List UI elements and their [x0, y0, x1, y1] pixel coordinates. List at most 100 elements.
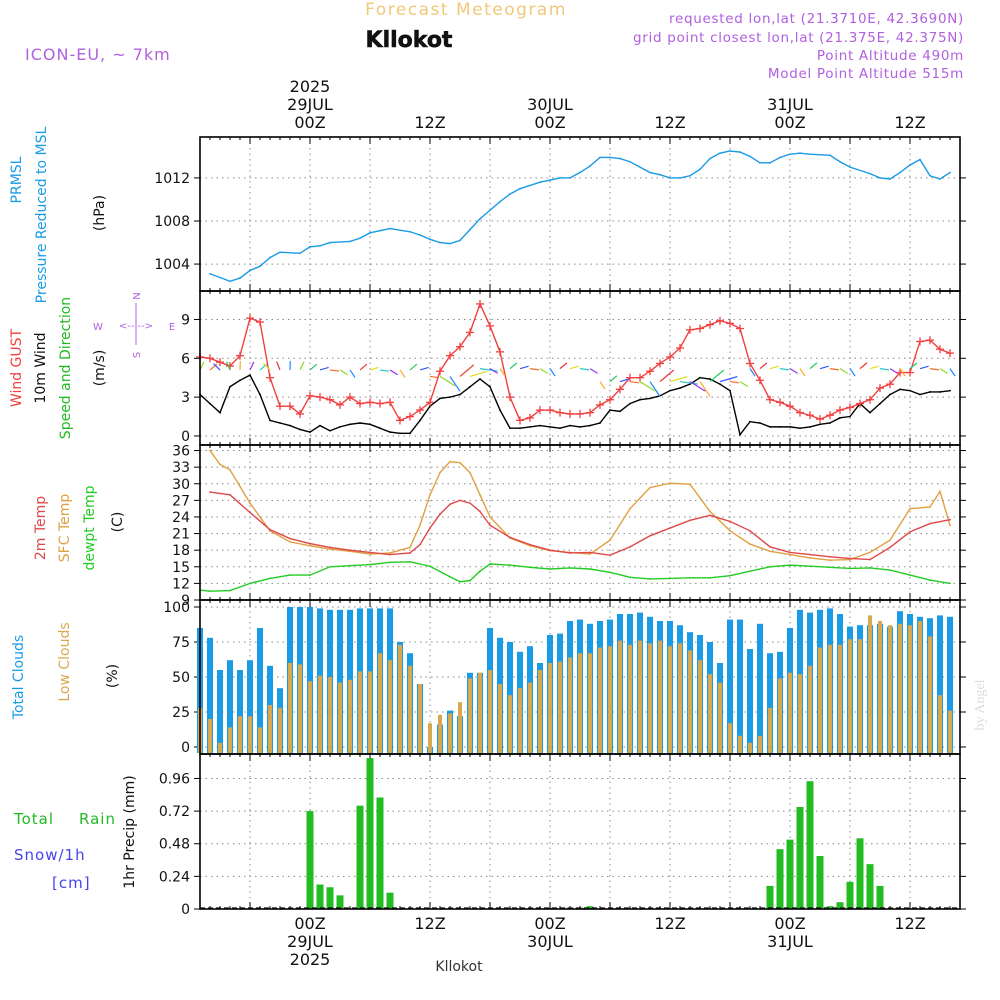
prmsl-line-point — [209, 273, 211, 275]
sfc-temp-line-point — [669, 482, 671, 484]
temp2m-line-point — [789, 551, 791, 553]
prmsl-line-point — [249, 270, 251, 272]
dewpt-line-point — [289, 574, 291, 576]
wind-arrow — [890, 369, 898, 374]
wind-speed-line-point — [589, 425, 591, 427]
prmsl-line-point — [349, 241, 351, 243]
temp2m-line-point — [489, 524, 491, 526]
prmsl-line-point — [779, 157, 781, 159]
low-cloud-bar — [218, 743, 222, 753]
prmsl-line-point — [539, 181, 541, 183]
wind-speed-line-point — [499, 409, 501, 411]
wind-speed-line-point — [299, 429, 301, 431]
wind-arrow — [810, 363, 817, 369]
prmsl-line-point — [259, 265, 261, 267]
dewpt-line-point — [349, 565, 351, 567]
prmsl-line-point — [739, 151, 741, 153]
sfc-temp-line-point — [889, 539, 891, 541]
prmsl-line-point — [879, 177, 881, 179]
dewpt-line-point — [789, 564, 791, 566]
temp2m-line-point — [829, 556, 831, 558]
low-cloud-bar — [708, 674, 712, 753]
gust-line-marker — [576, 410, 584, 418]
low-cloud-bar — [438, 715, 442, 753]
top-time-label: 29JUL — [287, 95, 333, 114]
sfc-temp-label: SFC Temp — [57, 494, 73, 563]
low-cloud-bar — [258, 727, 262, 753]
low-cloud-bar — [618, 641, 622, 753]
y-tick-label: 27 — [172, 493, 190, 509]
wind-arrow — [540, 369, 548, 374]
prmsl-line-point — [439, 242, 441, 244]
sfc-temp-line-point — [289, 541, 291, 543]
low-cloud-bar — [858, 639, 862, 753]
y-tick-label: 50 — [172, 670, 190, 686]
low-cloud-bar — [628, 645, 632, 753]
low-cloud-bar — [298, 664, 302, 753]
gust-line-marker — [376, 400, 384, 408]
y-tick-label: 9 — [181, 312, 190, 328]
credit-watermark: by Angel — [973, 679, 988, 730]
low-cloud-bar — [808, 666, 812, 753]
y-tick-label: 0.48 — [159, 837, 190, 853]
dewpt-line-point — [869, 567, 871, 569]
wind-labels: Wind GUST 10m Wind Speed and Direction (… — [9, 292, 175, 439]
forecast-title: Forecast Meteogram — [365, 0, 567, 20]
snow-unit-label: [cm] — [52, 874, 91, 892]
y-tick-label: 18 — [172, 543, 190, 559]
wind-arrow — [370, 367, 379, 369]
wind-speed-line-point — [599, 422, 601, 424]
top-time-label: 00Z — [294, 113, 325, 132]
y-tick-label: 25 — [172, 705, 190, 721]
low-cloud-bar — [588, 653, 592, 753]
wind-arrow — [670, 377, 687, 382]
prmsl-line-point — [849, 166, 851, 168]
wind-arrow — [410, 364, 417, 370]
gust-line — [200, 304, 950, 420]
temp2m-line-point — [289, 538, 291, 540]
dewpt-line-point — [709, 577, 711, 579]
low-cloud-bar — [568, 657, 572, 753]
wind-arrow — [850, 369, 855, 376]
gust-line-marker — [946, 349, 954, 357]
temperature-frame — [200, 445, 960, 600]
compass-s: S — [132, 352, 143, 358]
sfc-temp-line-point — [489, 516, 491, 518]
dewpt-line-point — [309, 574, 311, 576]
prmsl-line-point — [239, 277, 241, 279]
dewpt-line-point — [689, 577, 691, 579]
prmsl-line-point — [669, 177, 671, 179]
low-cloud-bar — [478, 673, 482, 753]
prmsl-line-point — [729, 150, 731, 152]
wind-speed-line-point — [349, 423, 351, 425]
wind-speed-line-point — [759, 422, 761, 424]
wind-arrow — [680, 382, 698, 385]
temp2m-line-point — [369, 551, 371, 553]
low-cloud-bar — [838, 645, 842, 753]
low-cloud-bar — [868, 615, 872, 753]
dewpt-line-point — [389, 561, 391, 563]
cloud-labels: Total Clouds Low Clouds (%) — [11, 622, 121, 720]
dewpt-line-point — [889, 569, 891, 571]
temp2m-line-point — [269, 529, 271, 531]
low-cloud-bar — [268, 705, 272, 753]
bottom-time-label: 12Z — [654, 914, 685, 933]
y-tick-label: 100 — [163, 600, 190, 616]
sfc-temp-line-point — [829, 559, 831, 561]
y-tick-label: 0.72 — [159, 804, 190, 820]
low-cloud-bar — [698, 660, 702, 753]
bottom-time-label: 29JUL — [287, 932, 333, 951]
sfc-temp-line-point — [929, 506, 931, 508]
gust-line-marker — [746, 359, 754, 367]
wind-speed-line-point — [729, 390, 731, 392]
low-cloud-bar — [418, 684, 422, 753]
temp2m-line-point — [869, 559, 871, 561]
wind-speed-line-point — [539, 425, 541, 427]
total-label: Total — [13, 810, 54, 828]
sfc-temp-line-point — [629, 508, 631, 510]
dewpt-line-point — [529, 566, 531, 568]
temp2m-line-point — [929, 523, 931, 525]
gust-line-marker — [756, 376, 764, 384]
wind-speed-line-point — [229, 386, 231, 388]
prmsl-line-point — [269, 257, 271, 259]
